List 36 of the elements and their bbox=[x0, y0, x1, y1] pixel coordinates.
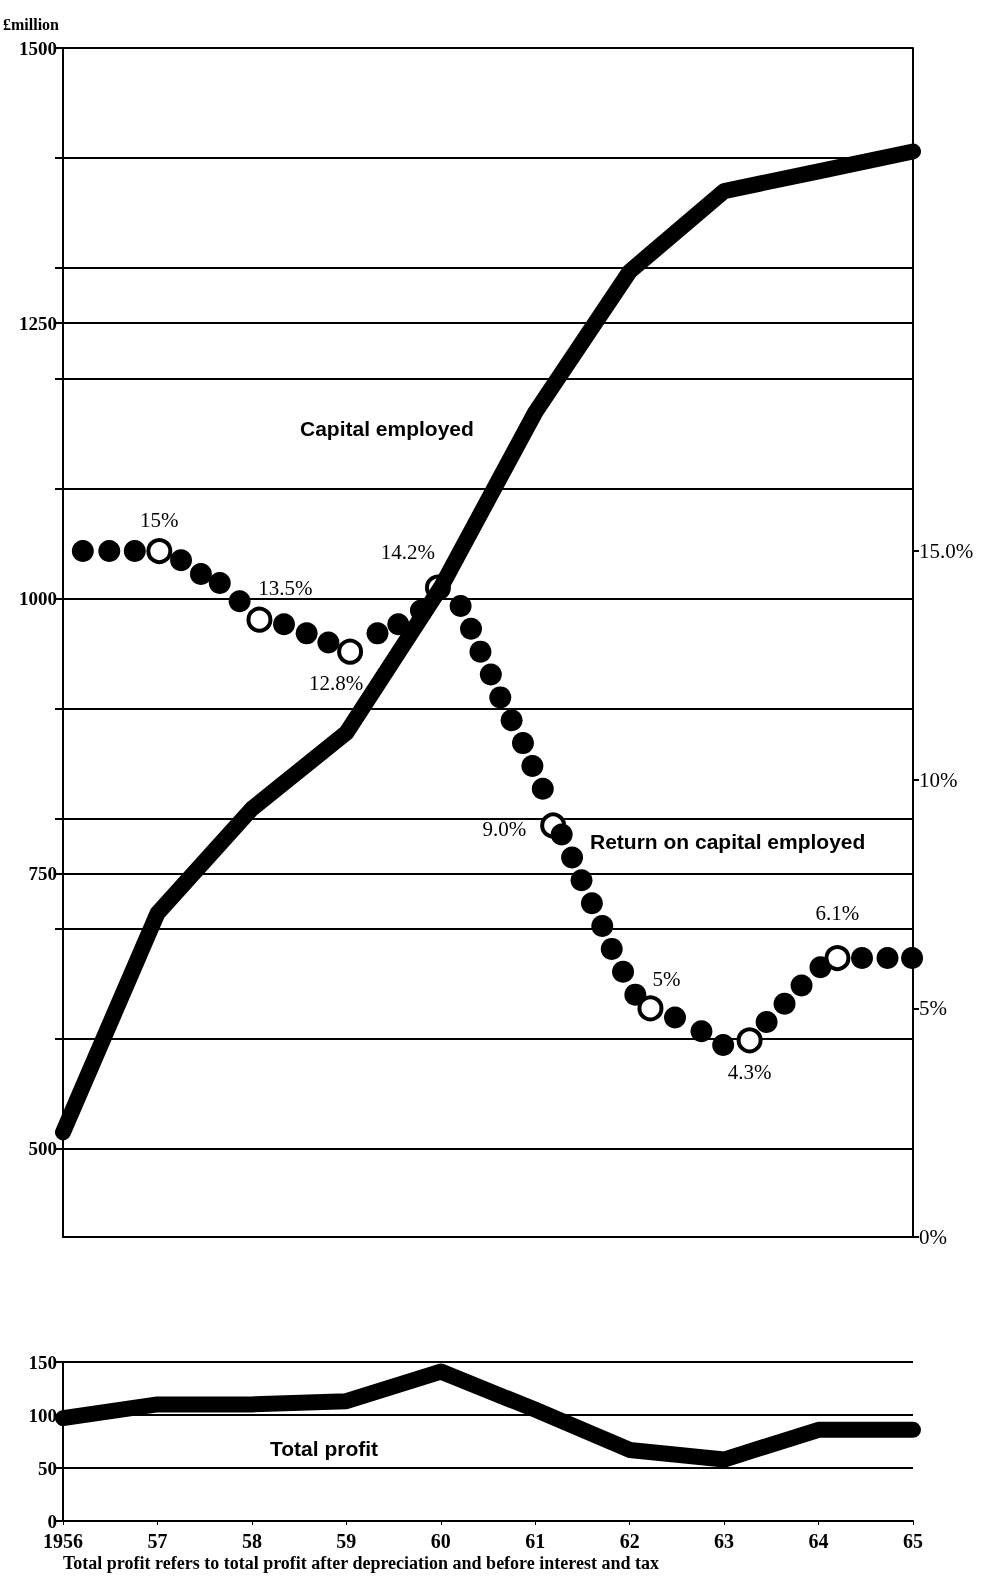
x-tick-label: 59 bbox=[336, 1530, 357, 1552]
y2-tick-label: 5% bbox=[919, 996, 947, 1021]
text: Total profit refers to total profit after depreciation and before interest and tax bbox=[63, 1553, 659, 1573]
x-tick-label: 63 bbox=[714, 1530, 735, 1552]
data-label: 5% bbox=[652, 966, 681, 991]
x-tick-label: 62 bbox=[619, 1530, 640, 1552]
data-label: 14.2% bbox=[380, 540, 436, 565]
y2-tick-label: 0% bbox=[919, 1225, 947, 1249]
x-tick-label: 61 bbox=[525, 1530, 546, 1552]
y-tick-label: 750 bbox=[28, 863, 57, 885]
x-tick-label: 60 bbox=[430, 1530, 451, 1552]
data-label: 12.8% bbox=[308, 671, 364, 696]
y-tick-label: 500 bbox=[28, 1138, 57, 1160]
data-label: 9.0% bbox=[482, 817, 527, 842]
y2-tick-label: 15.0% bbox=[919, 539, 974, 564]
y-tick-label: 100 bbox=[28, 1404, 57, 1426]
data-label: 4.3% bbox=[727, 1059, 772, 1084]
series-label: Total profit bbox=[270, 1437, 379, 1460]
x-tick-label: 1956 bbox=[43, 1530, 83, 1552]
x-tick-label: 65 bbox=[903, 1530, 923, 1552]
y-tick-label: 1250 bbox=[19, 312, 57, 334]
x-tick-label: 64 bbox=[808, 1530, 829, 1552]
x-tick-label: 57 bbox=[147, 1530, 168, 1552]
y-tick-label: 150 bbox=[28, 1351, 57, 1373]
x-tick-label: 58 bbox=[241, 1530, 262, 1552]
y-tick-label: 0 bbox=[47, 1510, 57, 1532]
data-label: 6.1% bbox=[815, 900, 860, 925]
y-tick-label: 50 bbox=[38, 1457, 57, 1479]
y-tick-label: 1500 bbox=[19, 37, 57, 59]
y2-tick-label: 10% bbox=[919, 767, 958, 792]
y-tick-label: 1000 bbox=[19, 587, 57, 609]
y-axis-title: £million bbox=[3, 15, 60, 33]
series-label: Capital employed bbox=[300, 417, 474, 440]
series-label: Return on capital employed bbox=[590, 830, 866, 853]
data-label: 13.5% bbox=[258, 576, 313, 601]
data-label: 15% bbox=[140, 507, 179, 532]
